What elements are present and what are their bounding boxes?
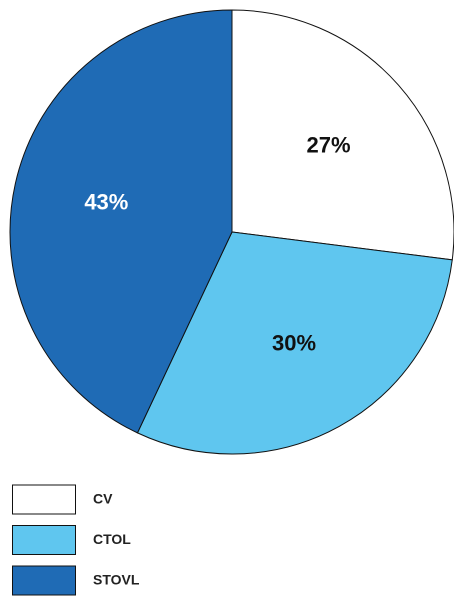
legend-swatch — [12, 484, 76, 515]
legend-swatch — [12, 525, 76, 555]
pie-slice — [9, 9, 233, 434]
legend-swatch — [12, 565, 76, 596]
legend-label: CTOL — [93, 531, 131, 547]
legend-label: CV — [93, 491, 113, 507]
legend-label: STOVL — [93, 572, 140, 588]
slice-label: 43% — [84, 190, 128, 215]
pie-slice — [231, 9, 454, 261]
pie-slice — [136, 231, 453, 455]
slice-label: 27% — [307, 133, 351, 158]
slice-label: 30% — [272, 331, 316, 356]
